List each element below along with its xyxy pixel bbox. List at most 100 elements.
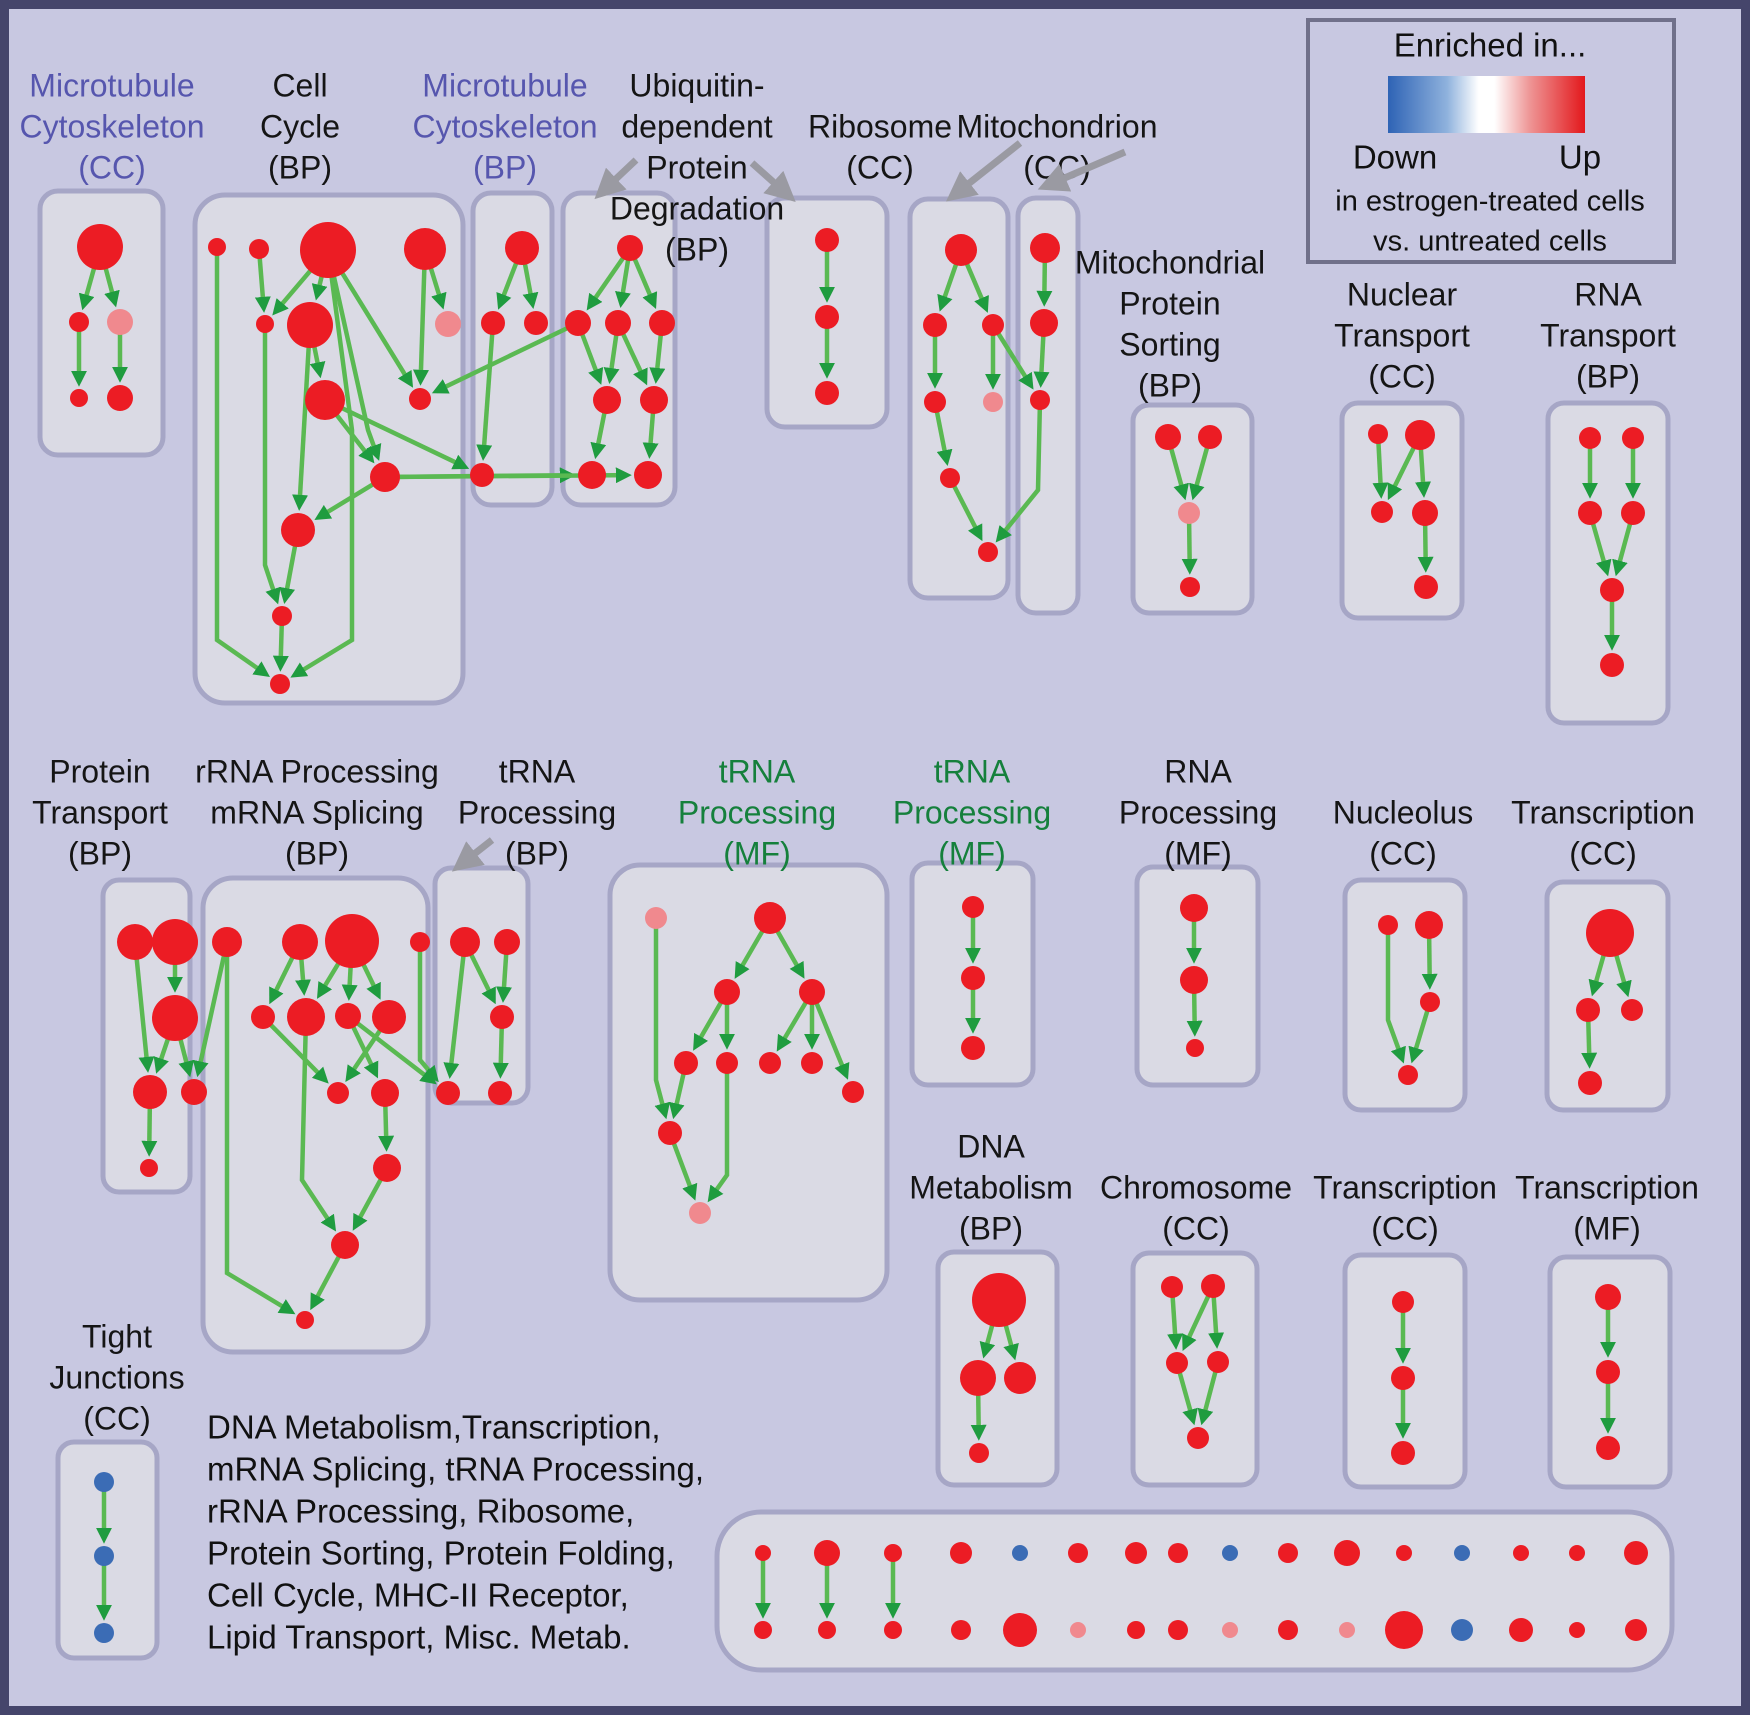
gene-set-node-red — [1166, 1352, 1188, 1374]
cluster-label-dna-metabolism-line2: (BP) — [959, 1210, 1023, 1246]
gene-set-node-pink — [1222, 1622, 1238, 1638]
gene-set-node-red — [524, 311, 548, 335]
gene-set-node-red — [814, 1540, 840, 1566]
cluster-label-rrna-mrna-line0: rRNA Processing — [195, 753, 439, 789]
cluster-label-ubiquitin-line1: dependent — [621, 108, 772, 144]
gene-set-node-red — [133, 1075, 167, 1109]
gene-set-node-red — [287, 998, 325, 1036]
cluster-label-trna-bp-line2: (BP) — [505, 835, 569, 871]
labels-layer: Microtubule Cytoskeleton (CC) Cell Cycle (BP)… — [20, 67, 1699, 1436]
gene-set-node-red — [754, 1621, 772, 1639]
gene-set-node-red — [1398, 1065, 1418, 1085]
cluster-label-trna-mf-big-line2: (MF) — [723, 835, 791, 871]
cluster-label-microtubule-cc-line2: (CC) — [78, 149, 146, 185]
gene-set-node-red — [282, 924, 318, 960]
gene-set-node-red — [270, 674, 290, 694]
edge-cell-cycle — [214, 247, 270, 678]
gene-set-node-red — [565, 310, 591, 336]
gene-set-node-red — [759, 1052, 781, 1074]
gene-set-node-red — [1412, 500, 1438, 526]
gene-set-node-blue — [94, 1472, 114, 1492]
cluster-label-mito-sorting-line3: (BP) — [1138, 367, 1202, 403]
edge-protein-transport — [132, 941, 155, 1073]
gene-set-node-red — [1030, 233, 1060, 263]
gene-set-node-red — [287, 302, 333, 348]
ubiquitin-left-arrow — [594, 157, 639, 200]
cluster-label-rna-transport-line1: Transport — [1540, 317, 1676, 353]
cluster-label-microtubule-bp-line2: (BP) — [473, 149, 537, 185]
gene-set-node-red — [372, 1000, 406, 1034]
gene-set-node-red — [842, 1081, 864, 1103]
gene-set-node-red — [107, 385, 133, 411]
cluster-label-transcription-cc-mid-line1: (CC) — [1569, 835, 1637, 871]
edge-trna-bp — [443, 941, 468, 1079]
cluster-label-protein-transport-line2: (BP) — [68, 835, 132, 871]
gene-set-node-red — [1168, 1543, 1188, 1563]
gene-set-node-red — [1621, 501, 1645, 525]
gene-set-node-red — [924, 391, 946, 413]
cluster-label-nuclear-transport-line0: Nuclear — [1347, 276, 1458, 312]
cluster-label-mito-sorting-line1: Protein — [1119, 285, 1220, 321]
gene-set-node-red — [1371, 501, 1393, 523]
cross-edge-rrna-mrna-to-trna-bp — [346, 1014, 437, 1085]
gene-set-node-red — [1415, 911, 1443, 939]
cluster-label-ubiquitin-line2: Protein — [646, 149, 747, 185]
legend-up-label: Up — [1559, 139, 1601, 176]
edge-cell-cycle — [412, 248, 429, 386]
gene-set-node-red — [1180, 966, 1208, 994]
cluster-label-trna-mf-small-line2: (MF) — [938, 835, 1006, 871]
edge-trna-mf-big — [707, 1063, 730, 1203]
cluster-label-microtubule-bp-line1: Cytoskeleton — [413, 108, 598, 144]
gene-set-node-red — [1161, 1276, 1183, 1298]
gene-set-node-red — [410, 932, 430, 952]
gene-set-node-red — [1624, 1541, 1648, 1565]
gene-set-node-red — [969, 1443, 989, 1463]
gene-set-node-red — [1596, 1360, 1620, 1384]
gene-set-node-red — [296, 1311, 314, 1329]
cluster-label-rna-transport-line0: RNA — [1574, 276, 1642, 312]
gene-set-node-red — [1030, 390, 1050, 410]
gene-set-node-red — [117, 924, 153, 960]
gene-set-node-red — [1569, 1622, 1585, 1638]
legend-subtitle-2: vs. untreated cells — [1373, 226, 1607, 258]
cluster-box-chromosome — [1130, 1250, 1260, 1488]
gene-set-node-red — [373, 1154, 401, 1182]
gene-set-node-blue — [1012, 1545, 1028, 1561]
gene-set-node-red — [578, 461, 606, 489]
gene-set-node-pink — [689, 1202, 711, 1224]
gene-set-node-red — [1198, 425, 1222, 449]
cluster-label-trna-bp-line0: tRNA — [499, 753, 576, 789]
cluster-label-trna-bp-line1: Processing — [458, 794, 616, 830]
gene-set-node-pink — [1178, 502, 1200, 524]
cluster-label-nuclear-transport-line1: Transport — [1334, 317, 1470, 353]
gene-set-node-red — [884, 1621, 902, 1639]
gene-set-node-red — [815, 305, 839, 329]
gene-set-node-red — [1391, 1441, 1415, 1465]
note-line-4: Cell Cycle, MHC-II Receptor, — [207, 1577, 629, 1614]
gene-set-node-red — [69, 312, 89, 332]
gene-set-node-red — [409, 388, 431, 410]
edge-rrna-mrna — [224, 942, 296, 1315]
legend-down-label: Down — [1353, 139, 1437, 176]
edge-rrna-mrna — [299, 1016, 337, 1232]
gene-set-node-red — [208, 238, 226, 256]
gene-set-node-red — [1414, 575, 1438, 599]
gene-set-node-red — [140, 1159, 158, 1177]
gene-set-node-red — [1578, 501, 1602, 525]
cluster-label-ribosome-line1: (CC) — [846, 149, 914, 185]
gene-set-node-red — [649, 310, 675, 336]
gene-set-node-red — [404, 228, 446, 270]
gene-set-node-red — [1003, 1613, 1037, 1647]
gene-set-node-red — [272, 606, 292, 626]
gene-set-node-red — [152, 919, 198, 965]
gene-set-node-red — [960, 1360, 996, 1396]
gene-set-node-red — [1579, 427, 1601, 449]
cluster-label-trna-mf-small-line1: Processing — [893, 794, 1051, 830]
gene-set-node-red — [1278, 1543, 1298, 1563]
gene-set-node-red — [1180, 577, 1200, 597]
ribosome-arrow — [945, 140, 1023, 202]
cluster-label-dna-metabolism-line0: DNA — [957, 1128, 1025, 1164]
cluster-label-trna-mf-big-line1: Processing — [678, 794, 836, 830]
gene-set-node-red — [505, 231, 539, 265]
cluster-label-ribosome-line0: Ribosome — [808, 108, 952, 144]
